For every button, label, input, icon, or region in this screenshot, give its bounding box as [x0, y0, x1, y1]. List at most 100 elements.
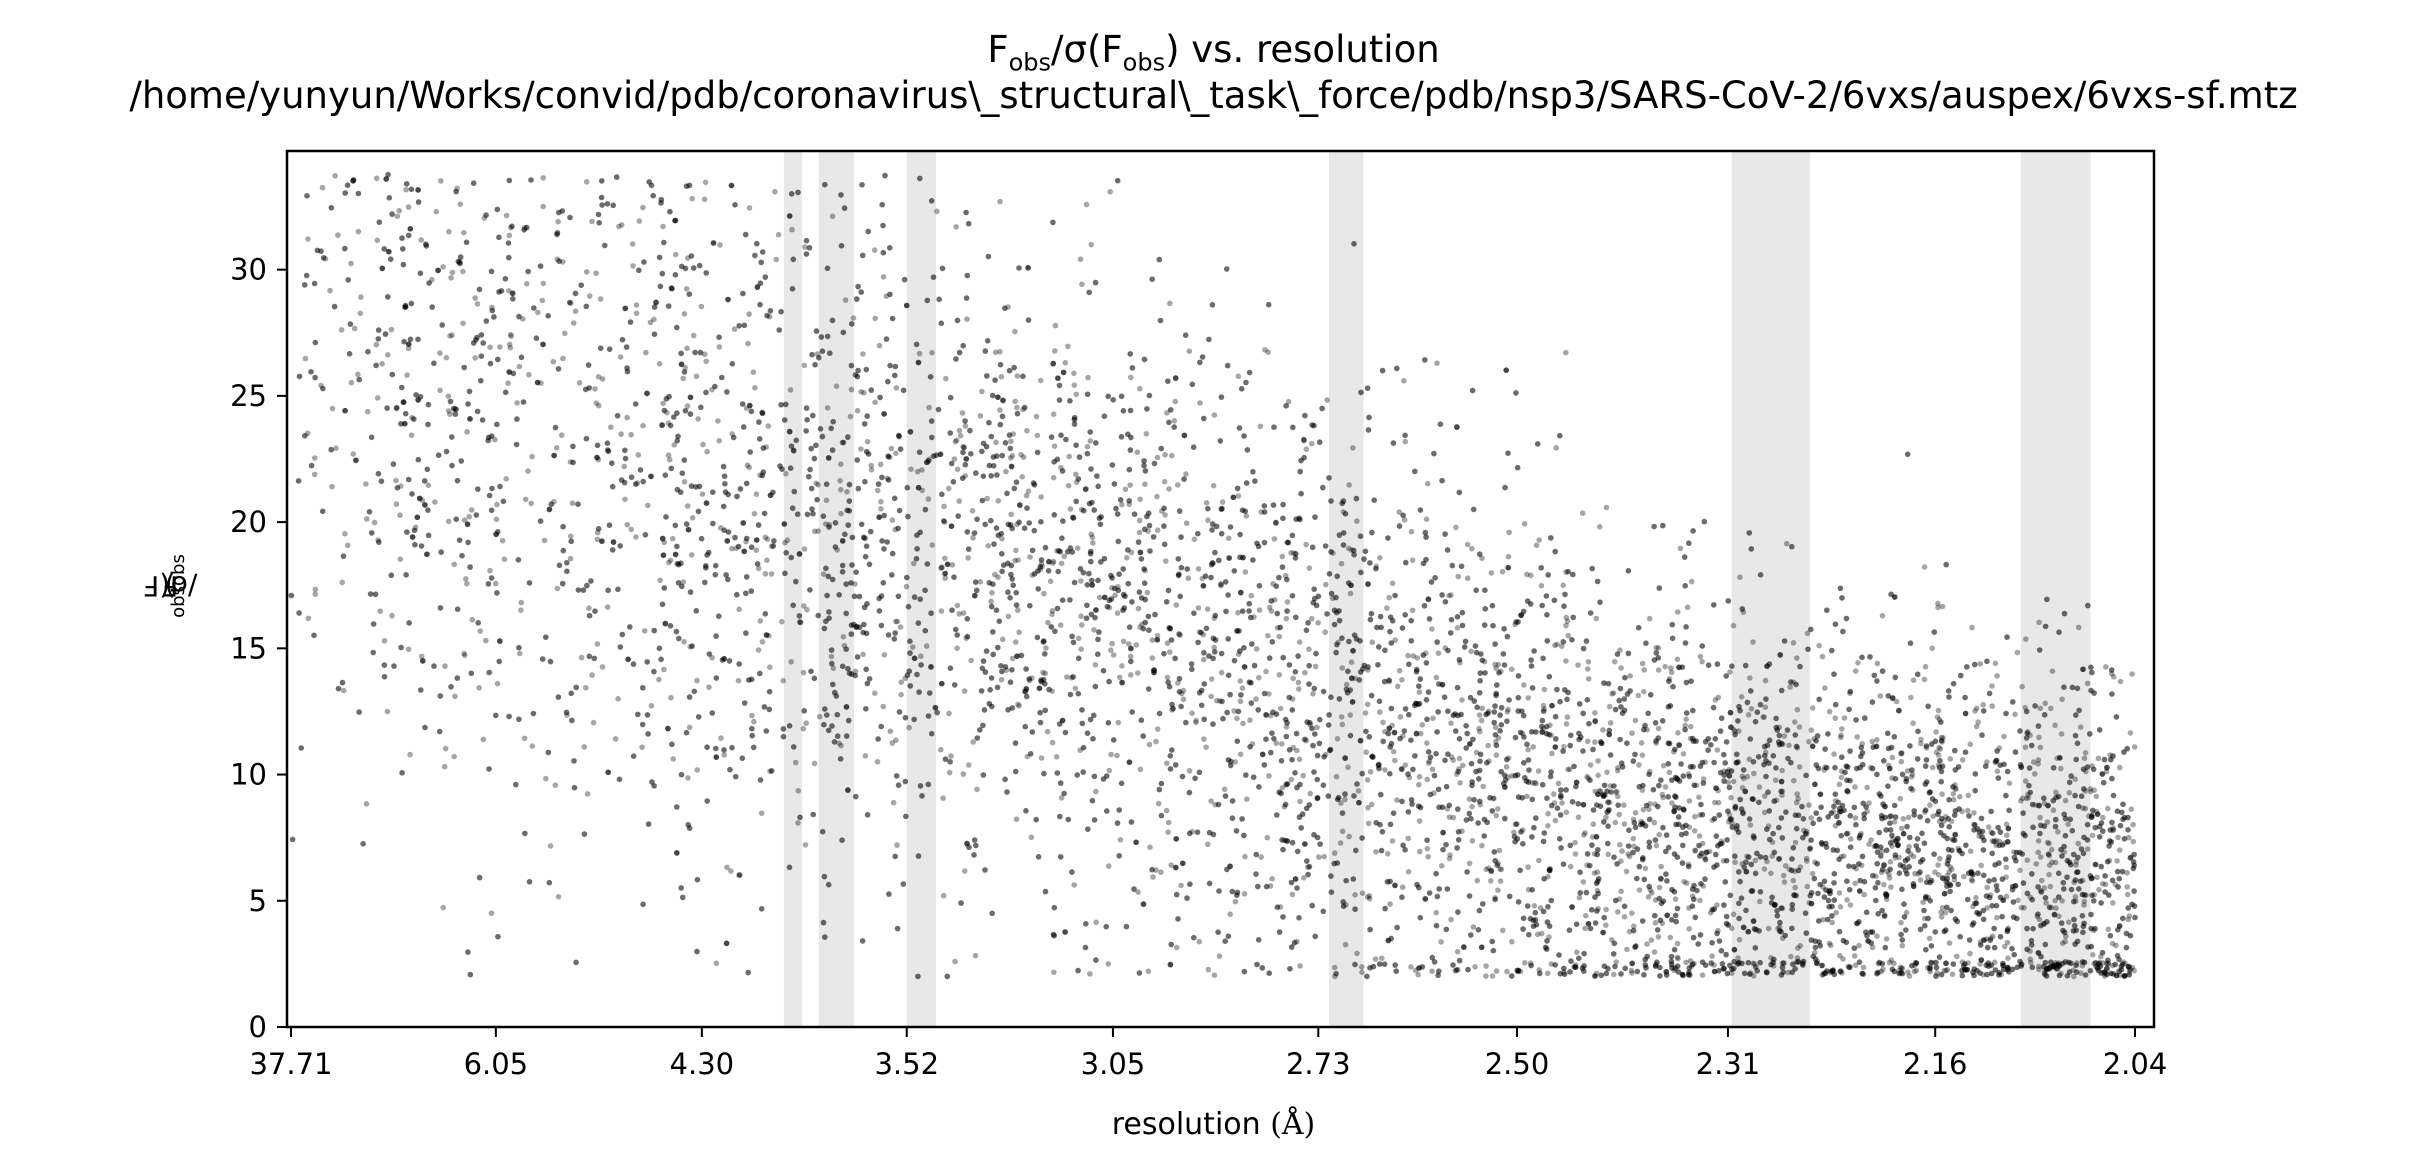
data-point	[1565, 632, 1571, 639]
data-point	[1020, 406, 1026, 413]
data-point	[460, 320, 466, 327]
data-point	[1343, 902, 1349, 908]
data-point	[1941, 818, 1947, 824]
data-point	[1485, 742, 1491, 749]
data-point	[1126, 641, 1132, 647]
data-point	[1015, 557, 1021, 563]
data-point	[1709, 817, 1716, 824]
data-point	[695, 416, 701, 422]
data-point	[1968, 871, 1975, 877]
data-point	[1936, 818, 1943, 825]
data-point	[1708, 960, 1714, 967]
data-point	[1852, 784, 1858, 790]
data-point	[1488, 878, 1494, 884]
data-point	[1612, 819, 1619, 826]
data-point	[764, 536, 771, 542]
data-point	[1829, 919, 1835, 926]
data-point	[1519, 827, 1526, 833]
data-point	[1479, 705, 1485, 712]
data-point	[1282, 572, 1289, 579]
data-point	[1991, 959, 1998, 966]
data-point	[1820, 971, 1826, 978]
data-point	[1412, 967, 1419, 974]
data-point	[1899, 942, 1906, 949]
data-point	[640, 422, 646, 429]
data-point	[1045, 619, 1051, 626]
data-point	[1322, 629, 1328, 635]
data-point	[1515, 968, 1521, 975]
data-point	[1909, 771, 1916, 778]
data-point	[1469, 803, 1475, 810]
data-point	[1680, 973, 1687, 979]
data-point	[1365, 667, 1371, 673]
ice-ring-band-2	[906, 151, 936, 1027]
data-point	[2003, 821, 2010, 828]
data-point	[1358, 964, 1365, 970]
data-point	[1237, 698, 1244, 705]
data-point	[970, 535, 976, 541]
data-point	[1898, 758, 1905, 765]
data-point	[929, 542, 935, 548]
data-point	[1563, 622, 1569, 629]
data-point	[1874, 660, 1881, 667]
data-point	[1429, 766, 1436, 773]
data-point	[893, 618, 899, 625]
data-point	[358, 294, 364, 300]
data-point	[1674, 656, 1681, 663]
data-point	[1049, 611, 1055, 617]
data-point	[689, 195, 695, 202]
data-point	[1134, 449, 1141, 456]
data-point	[1147, 844, 1153, 850]
data-point	[802, 244, 808, 250]
data-point	[946, 710, 952, 717]
data-point	[508, 333, 514, 339]
data-point	[954, 466, 961, 473]
data-point	[645, 502, 651, 509]
data-point	[997, 407, 1003, 413]
data-point	[528, 500, 534, 507]
data-point	[1897, 795, 1904, 802]
data-point	[2129, 671, 2135, 677]
data-point	[1242, 569, 1249, 575]
data-point	[1028, 834, 1035, 841]
data-point	[1807, 845, 1814, 851]
data-point	[1672, 896, 1679, 902]
data-point	[1867, 764, 1874, 771]
data-point	[1521, 521, 1528, 527]
data-point	[1820, 916, 1826, 923]
data-point	[1551, 800, 1558, 806]
data-point	[1460, 762, 1466, 769]
data-point	[1629, 910, 1635, 916]
data-point	[1751, 770, 1757, 777]
data-point	[938, 565, 944, 572]
data-point	[595, 374, 602, 380]
data-point	[1564, 714, 1571, 720]
data-point	[1617, 841, 1623, 848]
data-point	[633, 310, 640, 317]
data-point	[2004, 939, 2011, 946]
data-point	[615, 696, 621, 702]
data-point	[1811, 736, 1817, 742]
data-point	[1281, 803, 1288, 810]
data-point	[2006, 780, 2013, 786]
data-point	[1342, 796, 1348, 803]
data-point	[1809, 870, 1816, 877]
data-point	[1610, 690, 1617, 696]
data-point	[1905, 814, 1912, 821]
data-point	[1196, 938, 1203, 945]
data-point	[988, 598, 994, 605]
data-point	[800, 669, 807, 676]
data-point	[1940, 735, 1946, 741]
data-point	[1903, 909, 1910, 916]
data-point	[1483, 963, 1489, 969]
data-point	[1078, 506, 1085, 513]
data-point	[729, 431, 735, 437]
data-point	[1874, 737, 1880, 743]
data-point	[1762, 793, 1768, 799]
data-point	[1674, 954, 1681, 961]
data-point	[1937, 855, 1943, 862]
data-point	[1088, 241, 1095, 248]
data-point	[2120, 959, 2127, 965]
data-point	[1512, 821, 1519, 828]
data-point	[1253, 696, 1259, 702]
